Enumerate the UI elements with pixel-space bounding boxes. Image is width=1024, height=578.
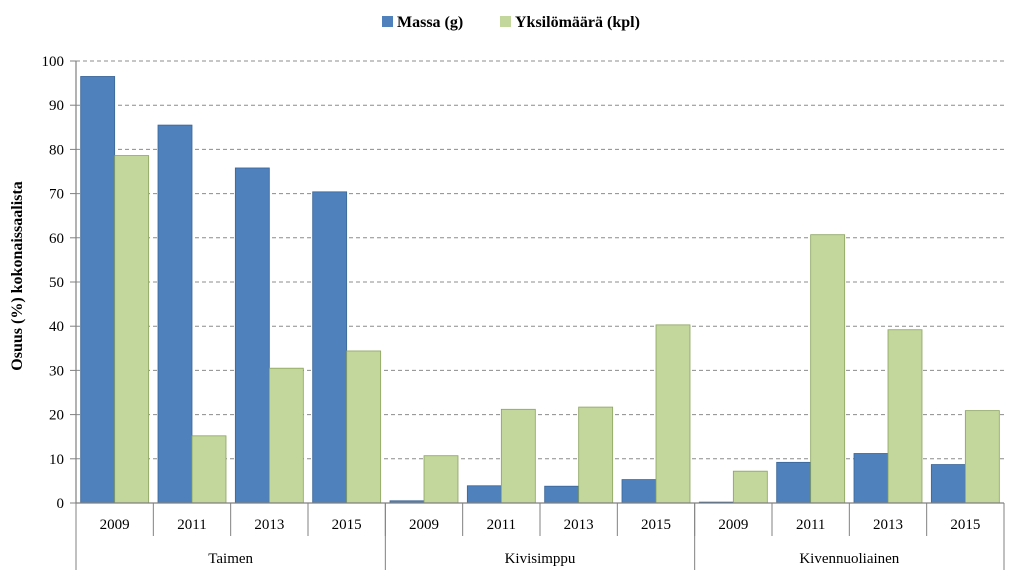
x-tick-label: 2015 — [641, 517, 671, 533]
y-tick-label: 20 — [49, 408, 64, 424]
bar-yksilomaara — [346, 350, 382, 504]
bar-massa — [157, 124, 193, 504]
x-tick-label: 2009 — [718, 517, 748, 533]
x-tick-label: 2015 — [950, 517, 980, 533]
gridlines — [76, 60, 1004, 460]
group-labels: Taimen Kivisimppu Kivennuoliainen — [208, 551, 900, 567]
axes — [70, 60, 1005, 570]
x-tick-label: 2013 — [254, 517, 284, 533]
bar-massa — [930, 464, 966, 504]
bar-yksilomaara — [810, 234, 846, 504]
bars — [80, 76, 1000, 504]
y-tick-label: 90 — [49, 98, 64, 114]
bar-massa — [776, 461, 812, 504]
y-tick-label: 30 — [49, 363, 64, 379]
x-tick-label: 2009 — [409, 517, 439, 533]
bar-yksilomaara — [114, 155, 150, 504]
y-axis-title: Osuus (%) kokonaissaalista — [9, 181, 26, 370]
y-tick-label: 80 — [49, 142, 64, 158]
bar-massa — [312, 191, 348, 504]
bar-massa — [466, 485, 502, 504]
x-tick-label: 2013 — [564, 517, 594, 533]
bar-yksilomaara — [268, 367, 304, 504]
x-tick-label: 2013 — [873, 517, 903, 533]
y-tick-label: 60 — [49, 231, 64, 247]
x-tick-label: 2011 — [796, 517, 825, 533]
bar-yksilomaara — [887, 329, 923, 504]
y-tick-label: 100 — [42, 54, 65, 70]
y-tick-label: 50 — [49, 275, 64, 291]
bar-massa — [234, 167, 270, 504]
x-tick-labels: 2009 2011 2013 2015 2009 2011 2013 2015 2009 2011… — [100, 517, 981, 533]
x-tick-label: 2011 — [487, 517, 516, 533]
bar-yksilomaara — [578, 406, 614, 504]
bar-yksilomaara — [500, 408, 536, 504]
group-label: Taimen — [208, 551, 253, 567]
y-tick-label: 10 — [49, 452, 64, 468]
x-tick-label: 2015 — [332, 517, 362, 533]
x-tick-label: 2009 — [100, 517, 130, 533]
y-tick-labels: 0 10 20 30 40 50 60 70 80 90 100 — [42, 54, 65, 512]
legend: Massa (g) Yksilömäärä (kpl) — [382, 14, 640, 31]
bar-massa — [853, 453, 889, 504]
legend-label-yksilomaara: Yksilömäärä (kpl) — [515, 14, 640, 31]
bar-yksilomaara — [423, 455, 459, 504]
bar-yksilomaara — [191, 435, 227, 504]
bar-yksilomaara — [964, 410, 1000, 504]
legend-swatch-yksilomaara — [500, 16, 511, 27]
x-tick-label: 2011 — [177, 517, 206, 533]
bar-massa — [80, 76, 116, 504]
bar-massa — [621, 479, 657, 504]
group-label: Kivisimppu — [505, 551, 576, 567]
y-tick-label: 40 — [49, 319, 64, 335]
legend-swatch-massa — [382, 16, 393, 27]
y-tick-label: 0 — [57, 496, 65, 512]
bar-massa — [544, 485, 580, 504]
y-tick-label: 70 — [49, 187, 64, 203]
group-label: Kivennuoliainen — [799, 551, 899, 567]
bar-yksilomaara — [655, 324, 691, 504]
legend-label-massa: Massa (g) — [397, 14, 463, 31]
bar-yksilomaara — [732, 470, 768, 504]
